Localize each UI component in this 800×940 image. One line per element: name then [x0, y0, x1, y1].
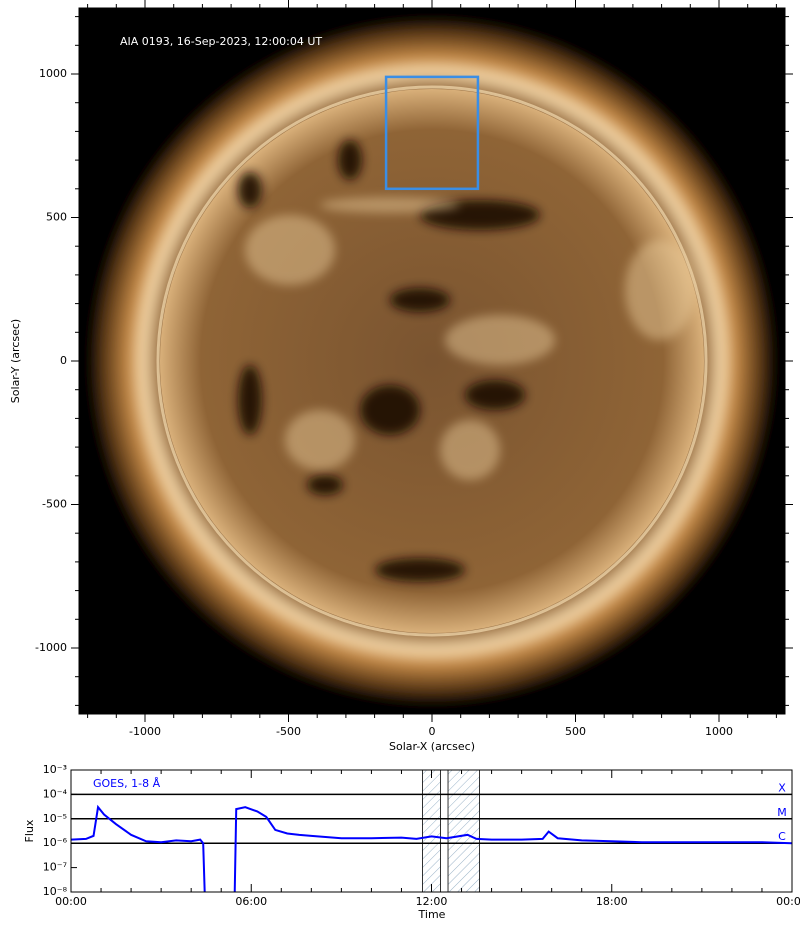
- plot-area: [71, 804, 792, 892]
- sun-image: [79, 8, 785, 714]
- x-tick-label: -500: [276, 725, 301, 738]
- y-tick-label: 10⁻⁸: [43, 885, 68, 898]
- y-tick-label: 500: [46, 211, 67, 224]
- class-label: X: [778, 781, 786, 794]
- class-label: C: [778, 830, 786, 843]
- x-tick-label: 12:00: [416, 895, 448, 908]
- x-tick-label: 18:00: [596, 895, 628, 908]
- legend-label: GOES, 1-8 Å: [93, 777, 161, 790]
- x-tick-label: 06:00: [235, 895, 267, 908]
- y-axis-label: Solar-Y (arcsec): [9, 319, 22, 403]
- y-tick-label: 10⁻⁴: [43, 787, 68, 800]
- flux-line: [71, 804, 792, 892]
- x-tick-label: 00:00: [776, 895, 800, 908]
- time-span: [422, 769, 441, 893]
- x-axis-label: Time: [418, 908, 446, 921]
- y-axis-label: Flux: [23, 819, 36, 842]
- y-tick-label: 1000: [39, 67, 67, 80]
- y-tick-label: 10⁻⁵: [43, 812, 67, 825]
- region-box: [384, 75, 480, 191]
- y-tick-label: 10⁻³: [43, 763, 67, 776]
- y-tick-label: 10⁻⁷: [43, 861, 67, 874]
- y-tick-label: 0: [60, 354, 67, 367]
- y-tick-label: -500: [42, 497, 67, 510]
- image-title: AIA 0193, 16-Sep-2023, 12:00:04 UT: [120, 35, 322, 48]
- x-tick-label: 1000: [705, 725, 733, 738]
- x-tick-label: 00:00: [55, 895, 87, 908]
- x-tick-label: -1000: [129, 725, 161, 738]
- class-label: M: [777, 806, 787, 819]
- x-tick-label: 0: [429, 725, 436, 738]
- y-tick-label: -1000: [35, 641, 67, 654]
- x-axis-label: Solar-X (arcsec): [389, 740, 475, 753]
- y-tick-label: 10⁻⁶: [43, 836, 68, 849]
- x-tick-label: 500: [565, 725, 586, 738]
- time-span: [447, 769, 480, 893]
